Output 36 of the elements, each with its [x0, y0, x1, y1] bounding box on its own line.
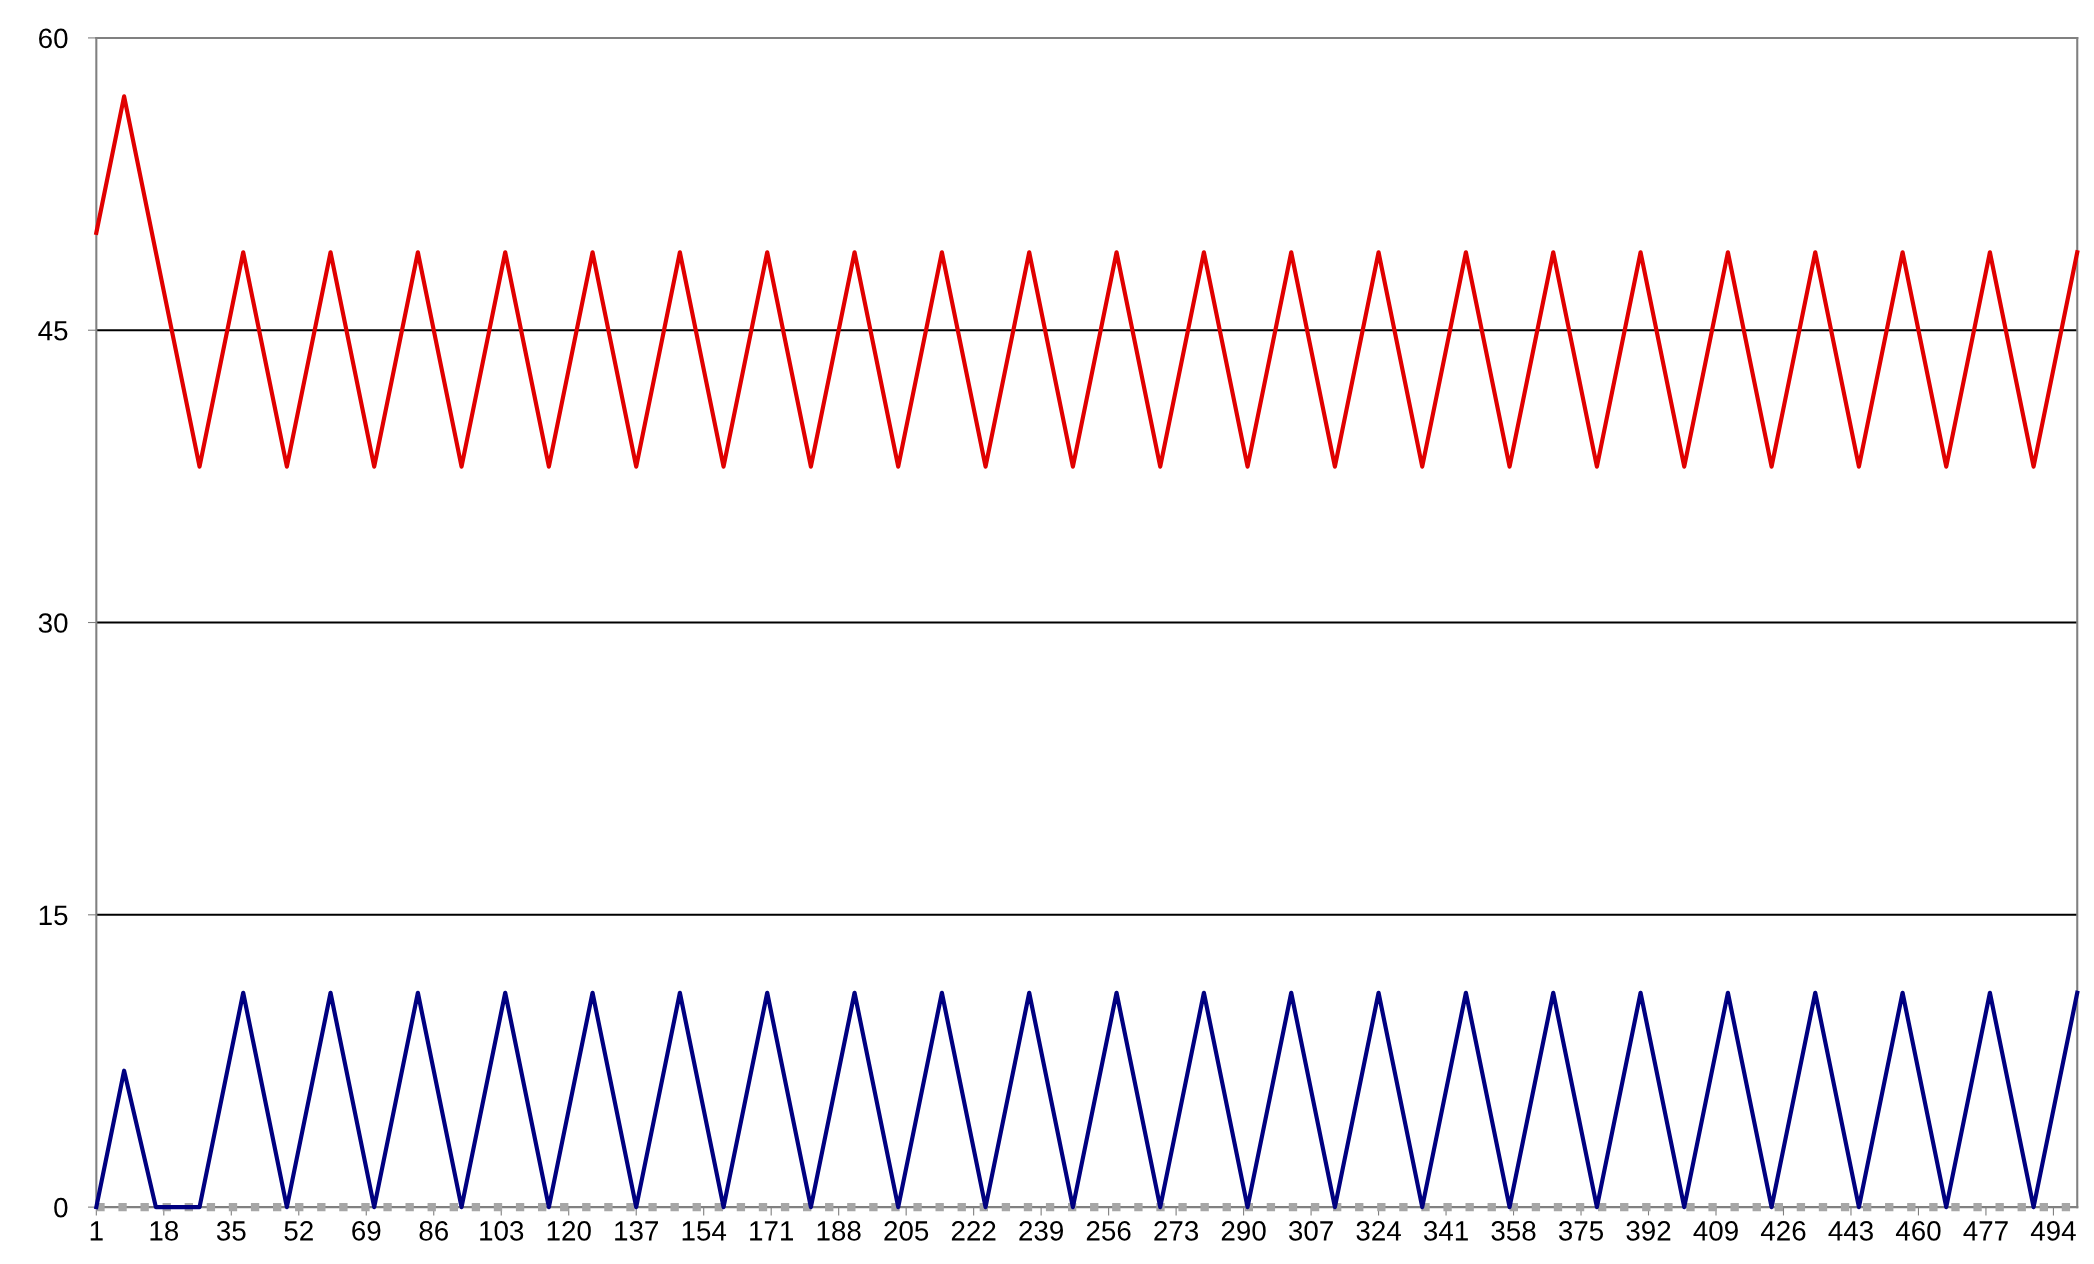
y-tick-label: 60: [39, 28, 68, 49]
x-tick-label: 86: [419, 1221, 448, 1241]
x-tick-label: 494: [2030, 1221, 2076, 1241]
x-tick-label: 205: [884, 1221, 929, 1241]
x-tick-label: 18: [150, 1221, 179, 1241]
x-tick-label: 239: [1019, 1221, 1063, 1241]
x-tick-label: 222: [951, 1221, 996, 1241]
x-tick-label: 426: [1760, 1221, 1806, 1241]
x-tick-label: 1: [90, 1221, 103, 1241]
x-tick-label: 52: [284, 1221, 313, 1241]
x-tick-label: 290: [1221, 1221, 1266, 1241]
y-tick-label: 15: [39, 905, 68, 926]
y-tick-label: 30: [38, 613, 68, 633]
x-tick-label: 154: [682, 1221, 727, 1241]
x-tick-label: 324: [1356, 1221, 1401, 1241]
x-tick-label: 392: [1626, 1221, 1671, 1241]
line-series: [94, 94, 2080, 469]
x-tick-label: 341: [1423, 1221, 1468, 1241]
x-tick-label: 256: [1086, 1221, 1131, 1241]
x-tick-label: 358: [1491, 1221, 1536, 1241]
y-tick-label: 0: [54, 1197, 68, 1218]
x-tick-label: 69: [352, 1221, 381, 1241]
x-tick-label: 375: [1558, 1221, 1604, 1241]
x-tick-label: 171: [750, 1221, 794, 1241]
x-tick-label: 477: [1963, 1221, 2008, 1241]
y-tick-label: 45: [38, 321, 68, 341]
x-tick-label: 188: [817, 1221, 861, 1241]
x-tick-label: 460: [1895, 1221, 1941, 1241]
x-tick-label: 307: [1288, 1221, 1333, 1241]
x-tick-label: 103: [480, 1221, 524, 1241]
x-tick-label: 443: [1828, 1221, 1873, 1241]
x-tick-label: 273: [1154, 1221, 1199, 1241]
x-tick-label: 35: [216, 1221, 246, 1241]
x-tick-label: 120: [547, 1221, 591, 1241]
x-tick-label: 137: [615, 1221, 658, 1241]
x-tick-label: 409: [1693, 1221, 1738, 1241]
